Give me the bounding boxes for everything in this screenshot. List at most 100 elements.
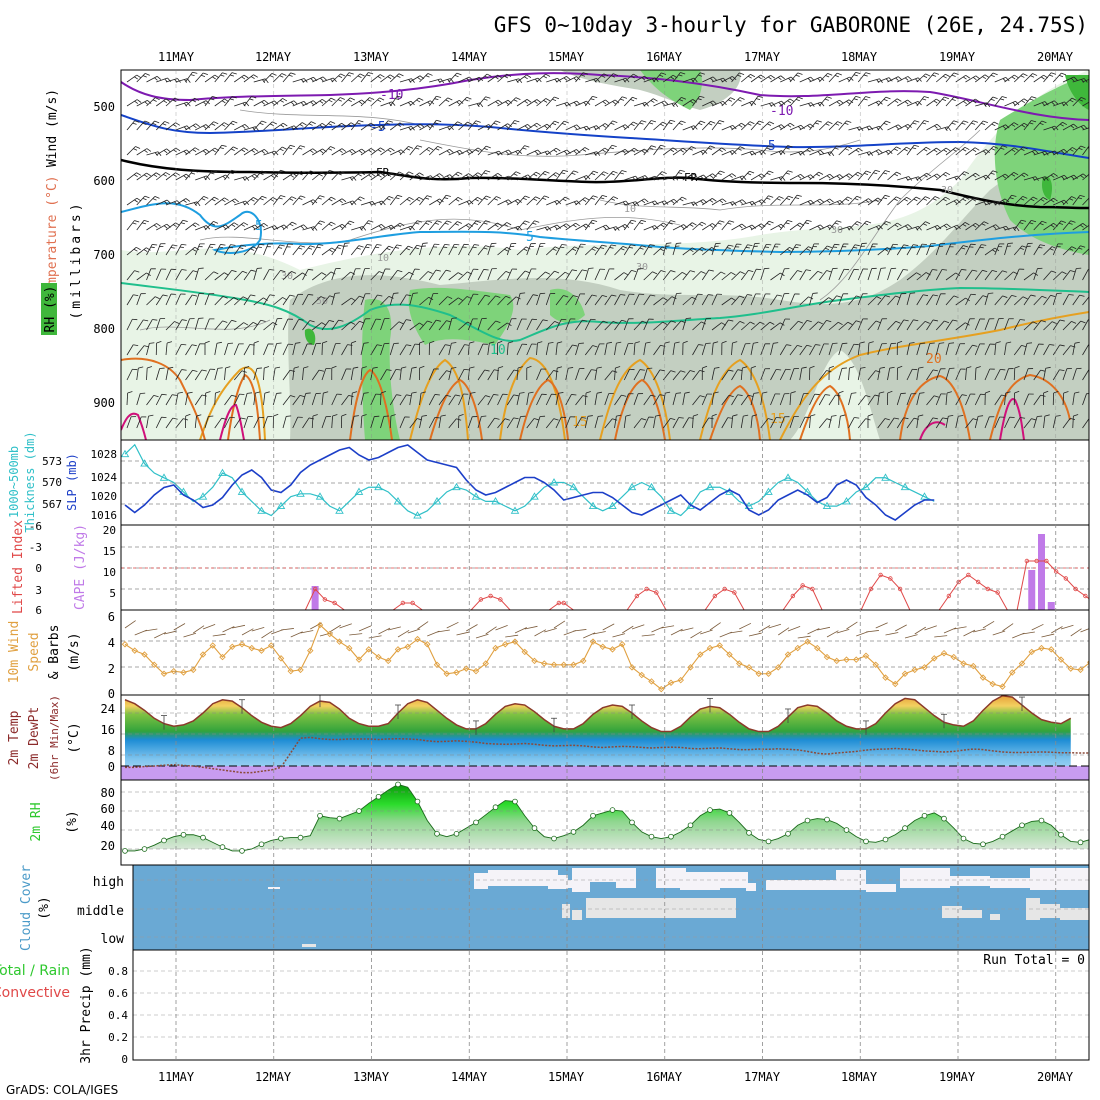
surface-wind-barb: [758, 625, 771, 633]
wind-speed-point: [170, 667, 177, 675]
cape-tick-label: 15: [103, 545, 116, 558]
wind-barb: [555, 416, 567, 429]
wind-barb: [984, 146, 999, 156]
wind-speed-point: [307, 647, 314, 654]
contour-minus5: [121, 114, 1089, 159]
wind-barb: [565, 416, 576, 429]
wind-barb: [428, 394, 440, 406]
wind-barb: [1082, 369, 1089, 381]
wind-barb: [516, 99, 532, 107]
wind-barb: [1072, 367, 1082, 381]
wind-barb: [926, 269, 938, 281]
wind-barb: [1023, 393, 1034, 406]
thickness-point: [354, 487, 364, 495]
li-point: [1044, 558, 1049, 564]
wind-barb: [136, 392, 146, 406]
temp-axis-label: (6hr Min/Max): [48, 695, 61, 781]
wind-barb: [419, 147, 434, 156]
wind-barb: [350, 245, 364, 256]
wind-barb: [926, 196, 940, 206]
wind-barb: [789, 368, 799, 381]
wind-barb: [448, 342, 457, 356]
wind-barb: [331, 365, 337, 381]
wind-barb: [1013, 417, 1026, 429]
wind-barb: [146, 268, 156, 281]
wind-barb: [506, 341, 514, 356]
wind-speed-point: [970, 662, 977, 670]
wind-barb: [818, 245, 832, 256]
wind10m-panel: 6 4 2 0 10m Wind Speed & Barbs (m/s): [7, 609, 1090, 701]
footer-credit: GrADS: COLA/IGES: [6, 1083, 118, 1097]
wind-speed-point: [940, 649, 948, 657]
wind-barb: [136, 366, 144, 381]
wind-barb: [789, 96, 803, 107]
wind-barb: [497, 222, 512, 231]
wind-barb: [565, 394, 577, 406]
thickness-tick-label: 573: [42, 455, 62, 468]
wind-barb: [984, 170, 998, 181]
wind-barb: [614, 272, 629, 281]
wind-barb: [935, 269, 948, 281]
contour-fr: [121, 158, 1089, 210]
wind-barb: [584, 294, 597, 306]
wind-barb: [1004, 242, 1013, 256]
precip-grid: [133, 970, 1089, 1038]
wind-speed-point: [853, 656, 860, 663]
rh-point: [629, 819, 635, 826]
wind-barb: [467, 196, 483, 206]
li-line: [470, 595, 511, 610]
wind-barb: [234, 74, 249, 83]
wind-barb: [1004, 74, 1019, 83]
date-label-top: 17MAY: [744, 50, 781, 64]
wind-barb: [243, 197, 258, 206]
wind-barb: [389, 369, 401, 381]
precip-axis-label: Total / Rain: [0, 963, 70, 979]
wind-barb: [858, 198, 873, 206]
wind-barb: [477, 96, 491, 107]
rh-tick-label: 60: [101, 802, 115, 816]
wind-barb: [887, 196, 901, 206]
wind-barb: [321, 416, 331, 429]
wind-barb: [458, 121, 473, 131]
wind-barb: [311, 369, 325, 381]
surface-wind-barb: [475, 633, 489, 639]
temp-area: [125, 695, 1071, 780]
wind-barb: [594, 268, 606, 281]
wind-barb: [536, 393, 547, 406]
wind-barb: [331, 393, 342, 406]
wind-barb: [360, 392, 369, 406]
wind-barb: [126, 74, 142, 83]
wind-barb: [955, 222, 970, 231]
wind-barb: [643, 175, 659, 181]
thickness-point: [296, 489, 305, 497]
cloud-level-label: high: [93, 875, 124, 890]
rh-point: [1019, 822, 1025, 829]
wind-tick-label: 2: [108, 662, 115, 676]
wind-barb: [389, 171, 404, 181]
wind-barb: [1023, 418, 1037, 429]
wind-barb: [984, 390, 991, 406]
wind-barb: [594, 244, 607, 256]
wind-barb: [809, 243, 819, 256]
wind-barb: [867, 243, 878, 256]
wind-barb: [155, 294, 168, 306]
wind-barb: [974, 343, 985, 356]
wind-barb: [594, 73, 609, 83]
wind-barb: [916, 321, 930, 331]
thickness-point: [510, 506, 520, 514]
surface-wind-barb: [631, 624, 645, 630]
wind-barb: [419, 415, 427, 429]
wind-barb: [604, 418, 618, 429]
wind-barb: [721, 244, 734, 256]
contour-label: 30: [636, 262, 648, 273]
wind-barb: [1062, 123, 1078, 131]
wind-barb: [175, 391, 183, 406]
wind-barb: [194, 394, 207, 406]
wind-barb: [1072, 320, 1086, 331]
cloud-clear-gap: [488, 870, 558, 886]
wind-barb: [126, 120, 140, 131]
wind-barb: [263, 73, 277, 83]
wind-barb: [341, 176, 357, 181]
wind-barb: [857, 242, 867, 256]
wind-barb: [536, 319, 548, 331]
